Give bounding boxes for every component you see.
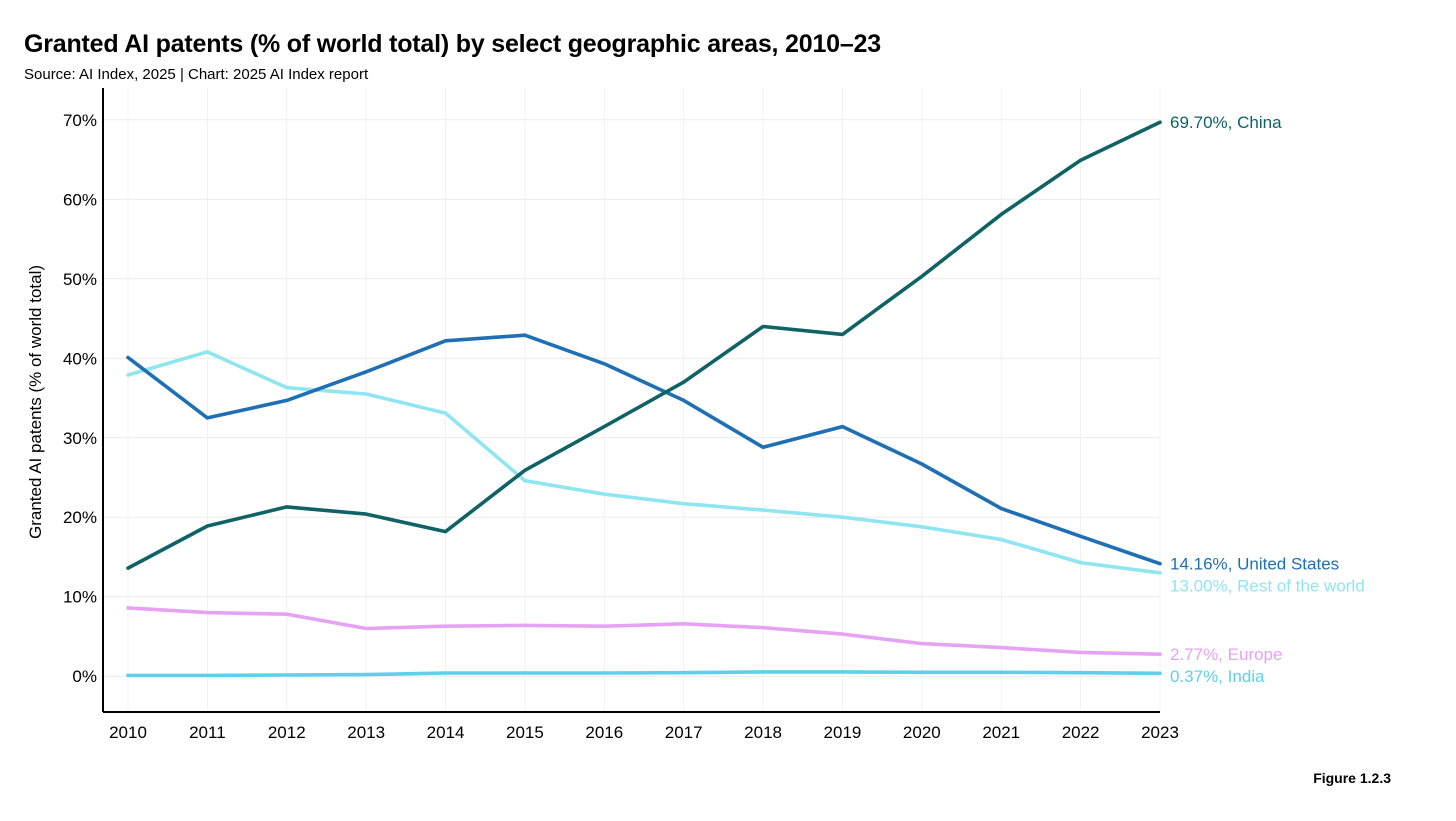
series-line-united-states (126, 333, 1162, 566)
series-line-europe (126, 606, 1162, 657)
x-tick-labels: 2010 2011 2012 2013 2014 2015 2016 2017 2018 2019… (109, 723, 1179, 742)
x-tick-label: 2023 (1141, 723, 1179, 742)
end-label-india: 0.37%, India (1170, 667, 1265, 686)
y-tick-label: 60% (63, 190, 97, 209)
end-label-china: 69.70%, China (1170, 113, 1282, 132)
x-tick-label: 2015 (506, 723, 544, 742)
x-tick-label: 2017 (665, 723, 703, 742)
chart-title: Granted AI patents (% of world total) by… (24, 30, 881, 58)
end-label-rest-of-the-world: 13.00%, Rest of the world (1170, 577, 1365, 596)
x-tick-label: 2019 (824, 723, 862, 742)
x-tick-label: 2018 (744, 723, 782, 742)
series-line-china (126, 120, 1162, 570)
figure-label: Figure 1.2.3 (1313, 770, 1391, 786)
y-tick-label: 0% (72, 667, 97, 686)
x-tick-label: 2011 (189, 723, 226, 742)
y-tick-label: 70% (63, 111, 97, 130)
x-tick-label: 2021 (982, 723, 1020, 742)
x-tick-label: 2014 (427, 723, 465, 742)
x-tick-label: 2010 (109, 723, 147, 742)
y-tick-label: 40% (63, 349, 97, 368)
x-tick-label: 2022 (1062, 723, 1100, 742)
series-end-labels: 69.70%, China 14.16%, United States 13.00%… (1170, 113, 1365, 686)
y-tick-label: 30% (63, 429, 97, 448)
end-label-united-states: 14.16%, United States (1170, 555, 1339, 574)
x-tick-label: 2016 (585, 723, 623, 742)
gridlines (103, 88, 1161, 712)
x-tick-label: 2013 (347, 723, 385, 742)
series-line-rest-of-the-world (126, 350, 1162, 575)
axes (102, 88, 1160, 713)
y-tick-label: 20% (63, 508, 97, 527)
y-axis-title: Granted AI patents (% of world total) (26, 265, 45, 539)
x-tick-label: 2020 (903, 723, 941, 742)
x-tick-label: 2012 (268, 723, 306, 742)
series-line-india (126, 670, 1162, 678)
series-lines (126, 120, 1162, 678)
y-tick-labels: 0% 10% 20% 30% 40% 50% 60% 70% (63, 111, 97, 686)
chart-subtitle: Source: AI Index, 2025 | Chart: 2025 AI … (24, 66, 369, 83)
end-label-europe: 2.77%, Europe (1170, 645, 1282, 664)
y-tick-label: 50% (63, 270, 97, 289)
y-tick-label: 10% (63, 588, 97, 607)
